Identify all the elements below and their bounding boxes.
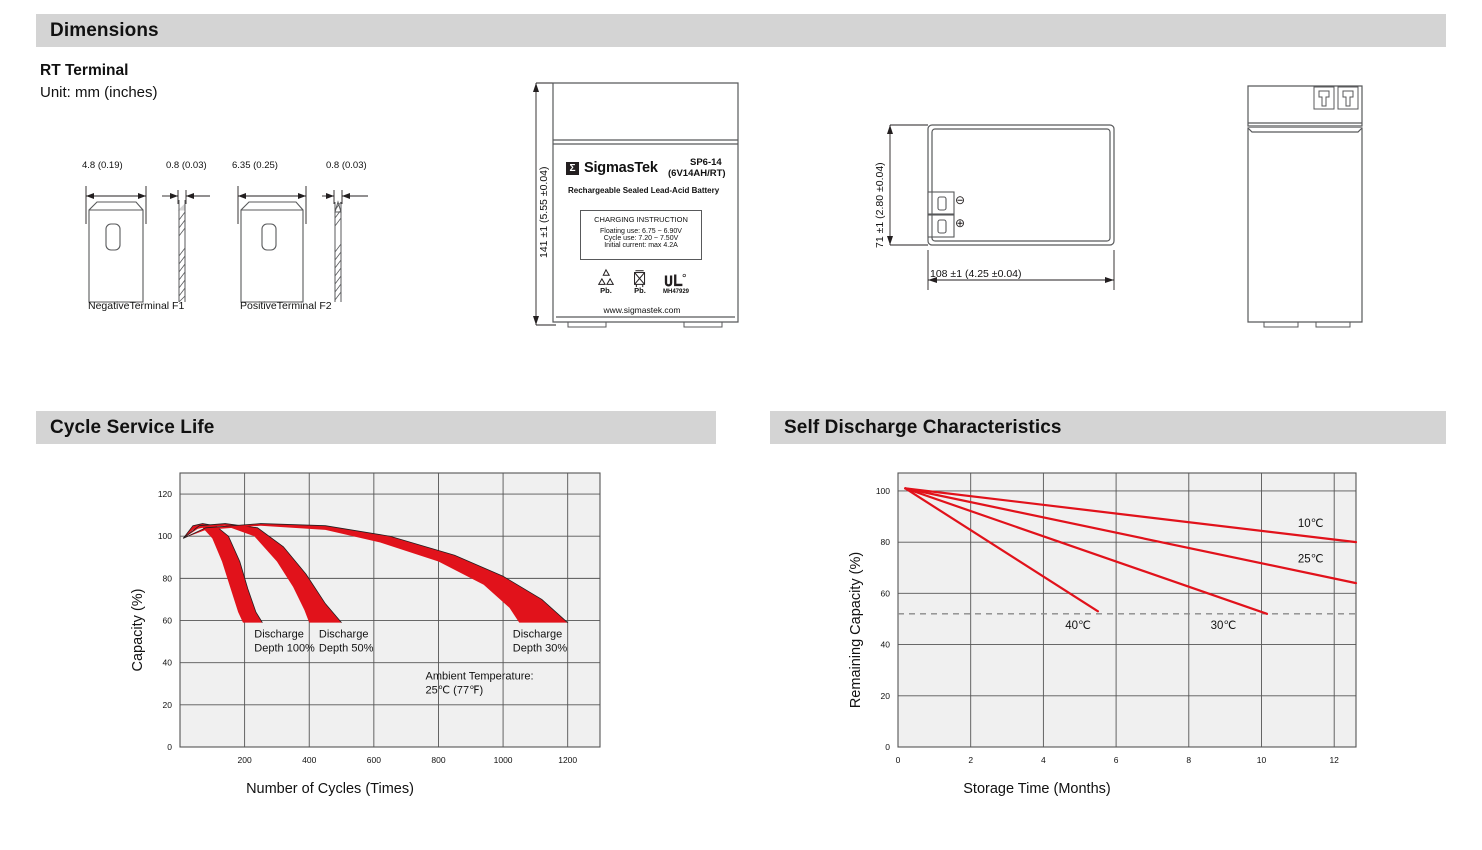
cycle-curve-upper-3 <box>183 523 568 623</box>
wheelie-bin-crossed-icon <box>631 268 649 288</box>
sigma-logo-icon: Σ <box>566 161 579 175</box>
cycle-annotation-2: Discharge <box>319 628 369 640</box>
cycle-xtick-label: 1200 <box>558 755 577 765</box>
section-header-cycle-service-life: Cycle Service Life <box>36 411 716 444</box>
cycle-ytick-label: 40 <box>163 658 173 668</box>
cycle-ytick-label: 80 <box>163 573 173 583</box>
cycle-ytick-label: 120 <box>158 489 172 499</box>
battery-depth-dim: 71 ±1 (2.80 ±0.04) <box>874 162 886 248</box>
sd-y-axis-title: Remaining Capacity (%) <box>848 552 864 708</box>
sd-series-label-40℃: 40℃ <box>1065 620 1091 632</box>
cycle-band-3 <box>183 523 568 623</box>
battery-model: SP6-14 <box>690 157 722 168</box>
sd-plot-area <box>897 472 1357 748</box>
charging-line-2: Cycle use: 7.20 ~ 7.50V <box>603 235 679 242</box>
sd-xtick-label: 12 <box>1329 755 1339 765</box>
cycle-y-axis-title: Capacity (%) <box>130 589 146 672</box>
sd-line-40℃ <box>904 487 1100 613</box>
sd-ytick-label: 60 <box>881 588 891 598</box>
chart-cycle-service-life: 0 20 40 60 80 100 120 200 400 600 800 1000 1200 Disch… <box>120 455 640 800</box>
cycle-ytick-label: 20 <box>163 700 173 710</box>
sd-ytick-label: 100 <box>876 486 890 496</box>
terminal-f2-drawing <box>222 152 402 303</box>
sd-series-label-10℃: 10℃ <box>1298 518 1324 530</box>
charging-line-1: Floating use: 6.75 ~ 6.90V <box>600 228 682 235</box>
sd-line-30℃ <box>904 487 1269 615</box>
terminal-f2-width-dim: 6.35 (0.25) <box>232 160 278 171</box>
sd-xtick-label: 10 <box>1257 755 1267 765</box>
section-title-cycle-service-life: Cycle Service Life <box>50 416 215 438</box>
terminal-f2-thickness-dim: 0.8 (0.03) <box>326 160 367 171</box>
cycle-ytick-label: 100 <box>158 531 172 541</box>
ul-file-number: MH47929 <box>662 289 689 295</box>
sd-ytick-label: 80 <box>881 537 891 547</box>
battery-side-view <box>850 100 1160 310</box>
cycle-annotation-3: Discharge <box>513 628 563 640</box>
sd-x-axis-title: Storage Time (Months) <box>963 781 1110 797</box>
section-title-dimensions: Dimensions <box>50 19 159 41</box>
sd-xtick-label: 2 <box>968 755 973 765</box>
battery-length-dim: 108 ±1 (4.25 ±0.04) <box>930 268 1022 280</box>
cycle-x-axis-title: Number of Cycles (Times) <box>246 781 414 797</box>
battery-top-view <box>1240 78 1370 338</box>
sd-xtick-label: 4 <box>1041 755 1046 765</box>
sd-xtick-label: 8 <box>1186 755 1191 765</box>
cycle-band-2 <box>183 523 342 623</box>
polarity-negative-icon: ⊖ <box>955 193 966 207</box>
certification-icons: Pb. Pb. <box>572 268 712 295</box>
cycle-curve-upper-2 <box>182 523 342 623</box>
terminal-f2-caption: PositiveTerminal F2 <box>240 300 332 312</box>
cycle-curve-upper-1 <box>182 523 263 623</box>
sd-series-label-25℃: 25℃ <box>1298 554 1324 566</box>
section-header-self-discharge: Self Discharge Characteristics <box>770 411 1446 444</box>
cycle-annotation-2: Depth 50% <box>319 642 374 654</box>
cycle-ytick-label: 0 <box>167 742 172 752</box>
cycle-xtick-label: 200 <box>238 755 252 765</box>
cycle-annotation-3: Depth 30% <box>513 642 568 654</box>
sd-xtick-label: 0 <box>896 755 901 765</box>
subtitle-rt-terminal: RT Terminal <box>40 62 129 79</box>
sd-ytick-label: 20 <box>881 691 891 701</box>
cycle-band-1 <box>183 523 263 623</box>
cycle-xtick-label: 1000 <box>494 755 513 765</box>
sd-line-10℃ <box>904 487 1358 544</box>
battery-label-brand-row: Σ SigmasTek <box>566 160 658 176</box>
cycle-annotation-1: Discharge <box>254 628 304 640</box>
polarity-positive-icon: ⊕ <box>955 216 966 230</box>
cycle-xtick-label: 600 <box>367 755 381 765</box>
terminal-f1-width-dim: 4.8 (0.19) <box>82 160 123 171</box>
cycle-xtick-label: 400 <box>302 755 316 765</box>
battery-height-dim: 141 ±1 (5.55 ±0.04) <box>538 166 550 258</box>
terminal-f1-caption: NegativeTerminal F1 <box>88 300 185 312</box>
charging-line-3: Initial current: max 4.2A <box>604 242 678 249</box>
recycle-pb-text: Pb. <box>600 286 612 295</box>
sd-ytick-label: 0 <box>885 742 890 752</box>
cycle-annotation-4: 25℃ (77℉) <box>426 685 484 697</box>
sd-line-25℃ <box>904 487 1358 585</box>
terminal-f1-drawing <box>70 152 250 303</box>
recycle-icon <box>595 268 617 288</box>
ul-mark-icon <box>663 272 689 290</box>
brand-name: SigmasTek <box>584 160 658 176</box>
battery-website: www.sigmastek.com <box>603 305 681 315</box>
charging-instruction-title: CHARGING INSTRUCTION <box>594 215 688 224</box>
cycle-xtick-label: 800 <box>431 755 445 765</box>
battery-spec: (6V14AH/RT) <box>668 168 726 179</box>
wheelie-pb-text: Pb. <box>634 286 646 295</box>
cycle-annotation-1: Depth 100% <box>254 642 315 654</box>
sd-series-label-30℃: 30℃ <box>1211 620 1237 632</box>
sd-xtick-label: 6 <box>1114 755 1119 765</box>
cycle-ytick-label: 60 <box>163 616 173 626</box>
cycle-annotation-4: Ambient Temperature: <box>426 671 534 683</box>
terminal-f1-thickness-dim: 0.8 (0.03) <box>166 160 207 171</box>
section-header-dimensions: Dimensions <box>36 14 1446 47</box>
charging-instruction-box: CHARGING INSTRUCTION Floating use: 6.75 … <box>580 210 702 260</box>
unit-note: Unit: mm (inches) <box>40 84 158 101</box>
chart-self-discharge: 0 20 40 60 80 100 0 2 4 6 8 10 12 10℃ 25℃ 30℃ 40℃ Storage… <box>836 455 1396 800</box>
battery-front-view <box>520 70 755 340</box>
battery-type-line: Rechargeable Sealed Lead-Acid Battery <box>568 186 720 195</box>
section-title-self-discharge: Self Discharge Characteristics <box>784 416 1062 438</box>
sd-ytick-label: 40 <box>881 640 891 650</box>
